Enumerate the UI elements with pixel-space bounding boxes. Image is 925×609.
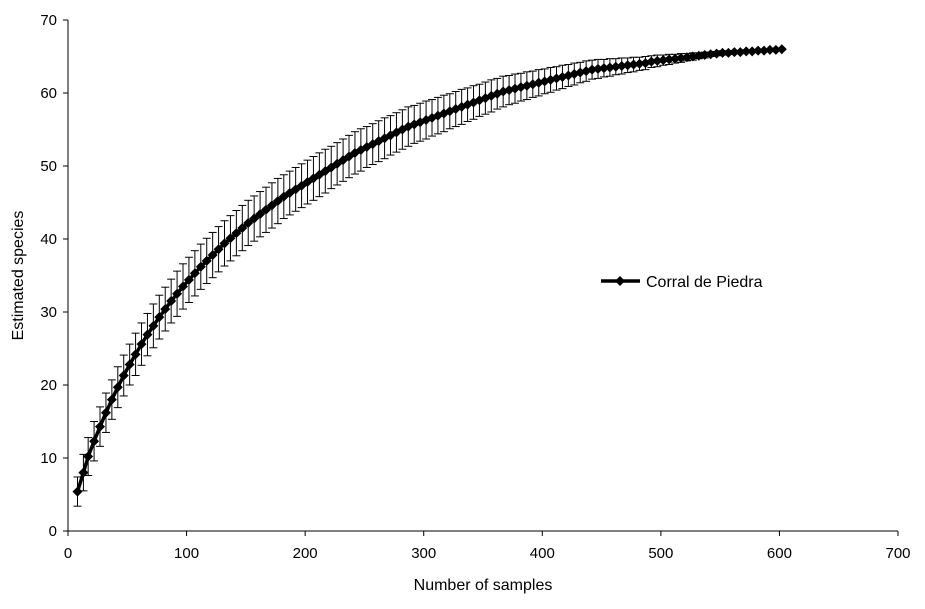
- data-point: [272, 196, 283, 207]
- data-point: [735, 47, 746, 58]
- data-point: [95, 421, 106, 432]
- data-point: [729, 47, 740, 58]
- data-point: [593, 63, 604, 74]
- data-point: [699, 50, 710, 61]
- data-point: [142, 329, 153, 340]
- data-point: [201, 255, 212, 266]
- series-layer: [72, 44, 787, 497]
- data-point: [178, 281, 189, 292]
- data-point: [83, 451, 94, 462]
- data-point: [622, 60, 633, 71]
- data-point: [231, 228, 242, 239]
- y-tick-label: 50: [40, 158, 57, 175]
- y-tick-label: 70: [40, 12, 57, 29]
- data-point: [148, 320, 159, 331]
- y-tick-label: 40: [40, 231, 57, 248]
- data-point: [764, 44, 775, 55]
- y-tick-label: 10: [40, 450, 57, 467]
- data-point: [225, 233, 236, 244]
- x-tick-label: 500: [648, 545, 673, 562]
- data-point: [705, 49, 716, 60]
- data-point: [670, 53, 681, 64]
- data-point: [646, 56, 657, 67]
- data-point: [261, 204, 272, 215]
- data-point: [183, 274, 194, 285]
- data-point: [207, 250, 218, 261]
- data-point: [587, 64, 598, 75]
- data-point: [130, 349, 141, 360]
- data-point: [664, 54, 675, 65]
- x-tick-label: 300: [411, 545, 436, 562]
- data-point: [266, 200, 277, 211]
- data-point: [628, 59, 639, 70]
- data-point: [243, 217, 254, 228]
- data-point: [249, 213, 260, 224]
- y-axis-title: Estimated species: [10, 211, 27, 341]
- data-point: [78, 467, 89, 478]
- data-point: [723, 47, 734, 58]
- x-axis-title: Number of samples: [414, 577, 553, 594]
- x-tick-label: 400: [530, 545, 555, 562]
- legend-marker: [615, 276, 625, 286]
- data-point: [616, 60, 627, 71]
- data-point: [770, 44, 781, 55]
- data-point: [172, 288, 183, 299]
- legend-label: Corral de Piedra: [646, 274, 763, 291]
- data-point: [717, 47, 728, 58]
- x-tick-label: 100: [174, 545, 199, 562]
- legend: Corral de Piedra: [601, 274, 763, 291]
- x-tick-label: 0: [64, 545, 72, 562]
- data-point: [189, 268, 200, 279]
- data-point: [237, 223, 248, 234]
- data-point: [658, 55, 669, 66]
- data-point: [610, 61, 621, 72]
- data-point: [652, 55, 663, 66]
- data-point: [72, 486, 83, 497]
- data-point: [693, 50, 704, 61]
- data-point: [776, 44, 787, 55]
- data-point: [124, 359, 135, 370]
- x-tick-label: 700: [885, 545, 910, 562]
- y-tick-label: 60: [40, 85, 57, 102]
- data-point: [687, 51, 698, 62]
- data-point: [598, 63, 609, 74]
- x-tick-label: 600: [767, 545, 792, 562]
- data-point: [100, 407, 111, 418]
- data-point: [753, 45, 764, 56]
- y-tick-label: 30: [40, 304, 57, 321]
- data-point: [213, 244, 224, 255]
- x-tick-label: 200: [293, 545, 318, 562]
- data-point: [160, 304, 171, 315]
- data-point: [219, 238, 230, 249]
- data-point: [106, 394, 117, 405]
- data-point: [676, 52, 687, 63]
- data-point: [604, 62, 615, 73]
- data-point: [741, 46, 752, 57]
- data-point: [166, 296, 177, 307]
- data-point: [136, 339, 147, 350]
- data-point: [681, 52, 692, 63]
- data-point: [759, 45, 770, 56]
- data-point: [195, 261, 206, 272]
- data-point: [255, 209, 266, 220]
- y-tick-label: 0: [49, 523, 57, 540]
- data-point: [154, 312, 165, 323]
- data-point: [89, 436, 100, 447]
- y-tick-label: 20: [40, 377, 57, 394]
- data-point: [634, 58, 645, 69]
- data-point: [112, 382, 123, 393]
- data-point: [711, 48, 722, 59]
- data-point: [118, 370, 129, 381]
- data-point: [747, 46, 758, 57]
